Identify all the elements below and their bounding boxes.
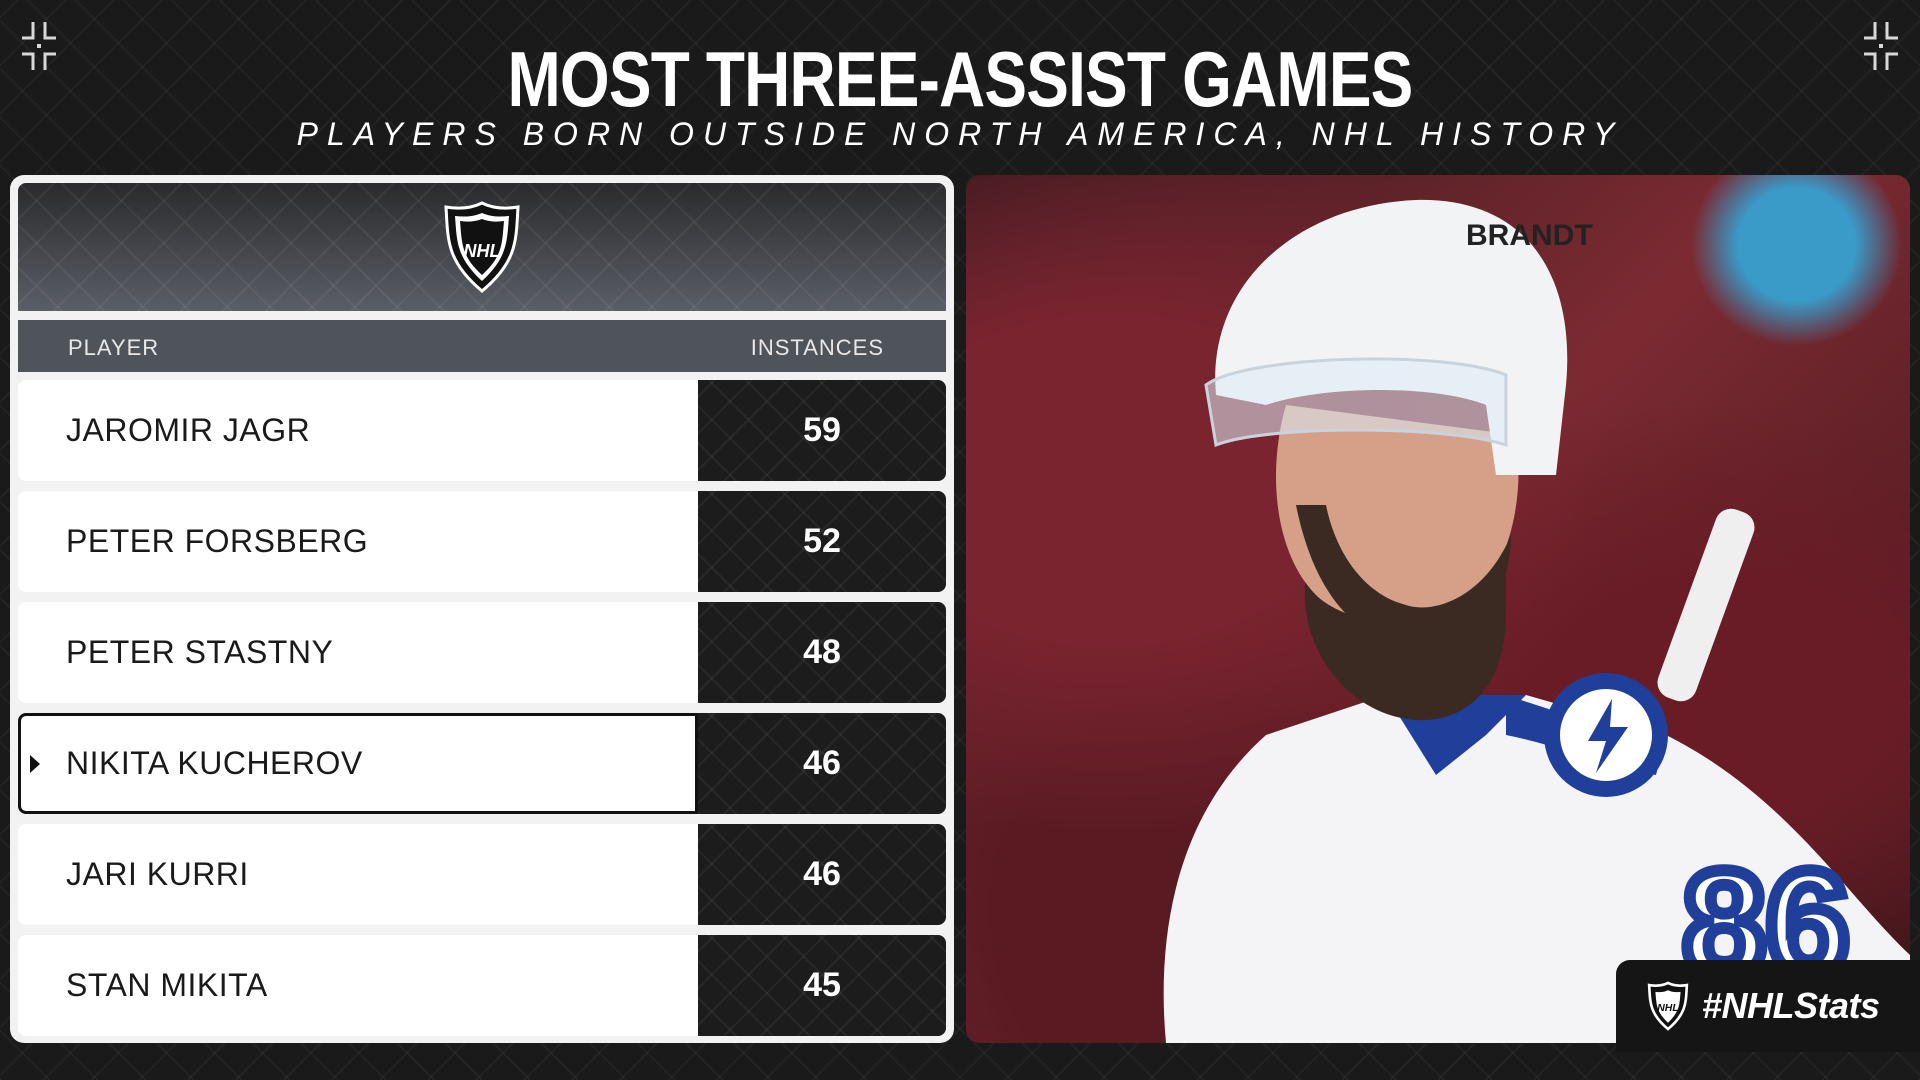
corner-crosshair-icon	[1864, 22, 1898, 70]
player-name: NIKITA KUCHEROV	[18, 713, 698, 814]
instances-value: 45	[698, 935, 946, 1036]
nhl-shield-logo: NHL	[444, 201, 520, 293]
svg-text:NHL: NHL	[1657, 1003, 1679, 1014]
table-row: PETER FORSBERG 52	[18, 491, 946, 592]
player-name: JARI KURRI	[18, 824, 698, 925]
instances-value: 59	[698, 380, 946, 481]
hockey-player-illustration: 86 BRANDT	[1163, 199, 1910, 1043]
player-name: PETER FORSBERG	[18, 491, 698, 592]
instances-value: 46	[698, 713, 946, 814]
column-header-player: PLAYER	[68, 335, 160, 360]
table-row: JAROMIR JAGR 59	[18, 380, 946, 481]
table-row-highlighted: NIKITA KUCHEROV 46	[18, 713, 946, 814]
page-title: MOST THREE-ASSIST GAMES	[507, 35, 1413, 123]
hashtag-text: #NHLStats	[1702, 985, 1880, 1026]
player-name: PETER STASTNY	[18, 602, 698, 703]
svg-text:BRANDT: BRANDT	[1466, 219, 1593, 252]
nhl-shield-icon: NHL	[1647, 981, 1689, 1031]
stats-table-panel: NHL PLAYER INSTANCES JAROMIR JAGR 59 PET…	[10, 175, 954, 1043]
svg-text:NHL: NHL	[464, 241, 501, 261]
table-row: STAN MIKITA 45	[18, 935, 946, 1036]
player-photo: 86 BRANDT	[966, 175, 1910, 1043]
hashtag-badge: NHL #NHLStats	[1616, 960, 1920, 1052]
player-name: JAROMIR JAGR	[18, 380, 698, 481]
column-header-instances: INSTANCES	[750, 335, 884, 360]
table-row: PETER STASTNY 48	[18, 602, 946, 703]
table-header-banner: NHL	[18, 183, 946, 311]
player-name: STAN MIKITA	[18, 935, 698, 1036]
table-row: JARI KURRI 46	[18, 824, 946, 925]
instances-value: 46	[698, 824, 946, 925]
corner-crosshair-icon	[22, 22, 56, 70]
page-subtitle: PLAYERS BORN OUTSIDE NORTH AMERICA, NHL …	[296, 116, 1624, 152]
instances-value: 48	[698, 602, 946, 703]
highlight-arrow-icon	[30, 755, 40, 773]
instances-value: 52	[698, 491, 946, 592]
column-header-row: PLAYER INSTANCES	[18, 320, 946, 372]
